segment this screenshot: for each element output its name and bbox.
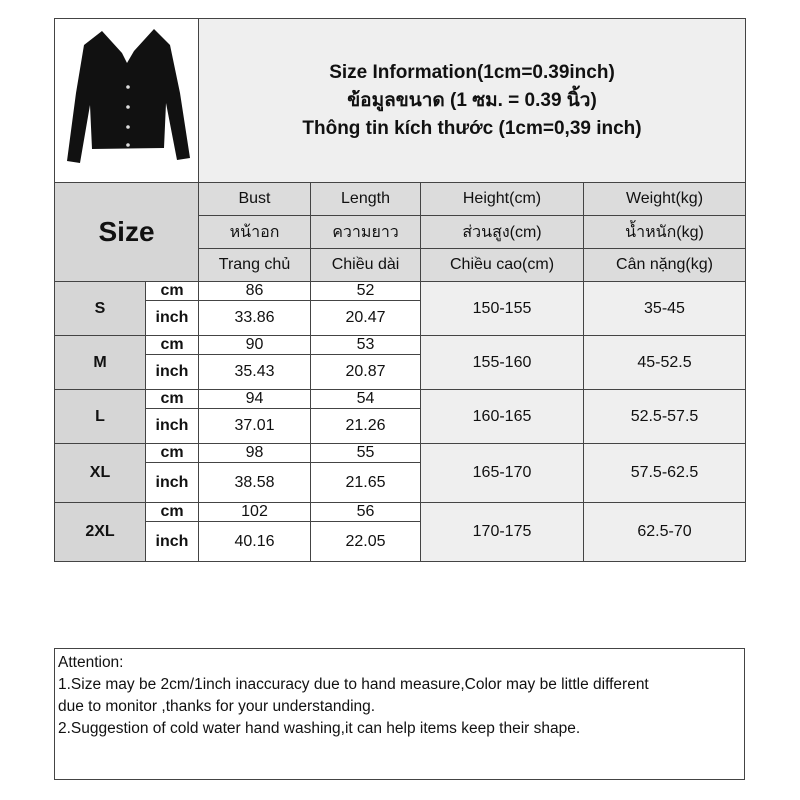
header-bust-vi: Trang chủ — [198, 248, 311, 282]
bust-cm: 86 — [198, 281, 311, 301]
height-range: 160-165 — [420, 389, 584, 444]
size-name: L — [54, 389, 146, 444]
length-cm: 53 — [310, 335, 421, 355]
size-row-inch: inch 35.43 20.87 — [55, 354, 746, 390]
bust-inch: 40.16 — [198, 521, 311, 562]
height-range: 165-170 — [420, 443, 584, 503]
size-name: S — [54, 281, 146, 336]
height-range: 170-175 — [420, 502, 584, 562]
attention-heading: Attention: — [58, 654, 124, 671]
length-cm: 55 — [310, 443, 421, 463]
unit-cm: cm — [145, 389, 199, 409]
unit-cm: cm — [145, 502, 199, 522]
title-vietnamese: Thông tin kích thước (1cm=0,39 inch) — [302, 117, 642, 139]
unit-inch: inch — [145, 408, 199, 444]
header-height-thai: ส่วนสูง(cm) — [420, 215, 584, 249]
unit-cm: cm — [145, 335, 199, 355]
header-weight-vi: Cân nặng(kg) — [583, 248, 746, 282]
length-cm: 54 — [310, 389, 421, 409]
size-name: XL — [54, 443, 146, 503]
bust-inch: 37.01 — [198, 408, 311, 444]
size-row-inch: inch 37.01 21.26 — [55, 408, 746, 444]
bust-cm: 98 — [198, 443, 311, 463]
bust-inch: 33.86 — [198, 300, 311, 336]
size-chart-table: Size Information(1cm=0.39inch) ข้อมูลขนา… — [54, 18, 746, 562]
unit-inch: inch — [145, 354, 199, 390]
unit-cm: cm — [145, 443, 199, 463]
unit-inch: inch — [145, 462, 199, 503]
header-bust: Bust — [198, 182, 311, 216]
bust-cm: 94 — [198, 389, 311, 409]
size-row-inch: inch 33.86 20.47 — [55, 300, 746, 336]
product-image — [54, 18, 199, 183]
length-inch: 20.47 — [310, 300, 421, 336]
size-row: S cm 86 52 150-155 35-45 — [54, 281, 746, 336]
unit-inch: inch — [145, 521, 199, 562]
attention-line-1: 1.Size may be 2cm/1inch inaccuracy due t… — [58, 676, 649, 693]
size-row-inch: inch 38.58 21.65 — [55, 462, 746, 503]
attention-note: Attention: 1.Size may be 2cm/1inch inacc… — [54, 648, 745, 780]
size-row: XL cm 98 55 165-170 57.5-62.5 — [54, 443, 746, 503]
bust-cm: 90 — [198, 335, 311, 355]
size-row: L cm 94 54 160-165 52.5-57.5 — [54, 389, 746, 444]
size-header: Size — [54, 182, 199, 282]
length-inch: 22.05 — [310, 521, 421, 562]
length-cm: 52 — [310, 281, 421, 301]
header-bust-thai: หน้าอก — [198, 215, 311, 249]
title-english: Size Information(1cm=0.39inch) — [329, 61, 615, 83]
length-inch: 20.87 — [310, 354, 421, 390]
length-inch: 21.65 — [310, 462, 421, 503]
size-information-title: Size Information(1cm=0.39inch) ข้อมูลขนา… — [198, 18, 746, 183]
header-length-vi: Chiều dài — [310, 248, 421, 282]
header-weight: Weight(kg) — [583, 182, 746, 216]
bust-inch: 35.43 — [198, 354, 311, 390]
bust-cm: 102 — [198, 502, 311, 522]
cardigan-image — [66, 29, 190, 163]
unit-inch: inch — [145, 300, 199, 336]
height-range: 155-160 — [420, 335, 584, 390]
attention-line-1-cont: due to monitor ,thanks for your understa… — [58, 698, 376, 715]
header-length-thai: ความยาว — [310, 215, 421, 249]
length-inch: 21.26 — [310, 408, 421, 444]
weight-range: 35-45 — [583, 281, 746, 336]
weight-range: 57.5-62.5 — [583, 443, 746, 503]
title-thai: ข้อมูลขนาด (1 ซม. = 0.39 นิ้ว) — [347, 89, 597, 111]
header-height-vi: Chiều cao(cm) — [420, 248, 584, 282]
length-cm: 56 — [310, 502, 421, 522]
unit-cm: cm — [145, 281, 199, 301]
header-weight-thai: น้ำหนัก(kg) — [583, 215, 746, 249]
bust-inch: 38.58 — [198, 462, 311, 503]
size-name: 2XL — [54, 502, 146, 562]
height-range: 150-155 — [420, 281, 584, 336]
weight-range: 62.5-70 — [583, 502, 746, 562]
size-row-inch: inch 40.16 22.05 — [55, 521, 746, 562]
size-name: M — [54, 335, 146, 390]
attention-line-2: 2.Suggestion of cold water hand washing,… — [58, 720, 581, 737]
weight-range: 45-52.5 — [583, 335, 746, 390]
header-length: Length — [310, 182, 421, 216]
size-row: M cm 90 53 155-160 45-52.5 — [54, 335, 746, 390]
header-height: Height(cm) — [420, 182, 584, 216]
size-row: 2XL cm 102 56 170-175 62.5-70 — [54, 502, 746, 562]
weight-range: 52.5-57.5 — [583, 389, 746, 444]
